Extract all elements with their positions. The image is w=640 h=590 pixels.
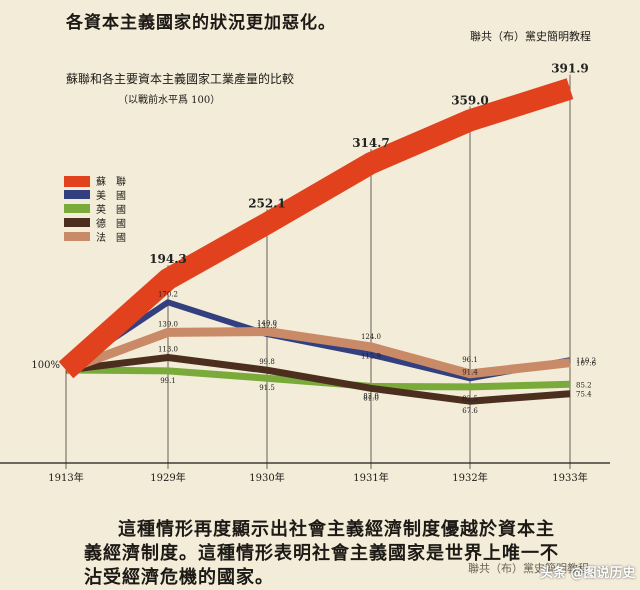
data-label: 359.0 [451,93,489,107]
caption-line-2: 義經濟制度。這種情形表明社會主義國家是世界上唯一不 [84,543,559,564]
data-label: 83.0 [363,392,379,400]
caption-line-3: 沾受經濟危機的國家。 [84,567,274,588]
x-tick-label: 1931年 [353,471,388,484]
legend-label: 德 國 [96,217,126,230]
chart-title: 蘇聯和各主要資本主義國家工業產量的比較 [66,72,295,86]
legend-swatch [64,190,90,199]
data-label: 124.0 [361,333,381,341]
x-tick-label: 1930年 [249,471,284,484]
legend-label: 法 國 [96,231,126,244]
footer-source: 聯共（布）黨史簡明教程 [468,562,589,575]
x-tick-label: 1929年 [150,471,185,484]
data-label: 91.5 [259,384,275,392]
legend-swatch [64,218,90,227]
caption-line-1: 這種情形再度顯示出社會主義經濟制度優越於資本主 [118,519,555,540]
data-label: 75.4 [576,391,592,399]
data-label: 252.1 [248,196,286,210]
data-label: 170.2 [158,290,178,298]
data-label: 110.2 [576,357,596,365]
x-tick-label: 1913年 [48,471,83,484]
start-label: 100% [31,360,60,371]
header-source: 聯共（布）黨史簡明教程 [470,30,591,43]
data-label: 140.0 [257,319,277,327]
data-label: 99.1 [160,377,176,385]
legend-swatch [64,232,90,241]
data-label: 82.5 [462,395,478,403]
data-label: 91.4 [462,368,478,376]
top-text: 各資本主義國家的狀況更加惡化。 [66,13,336,33]
data-label: 115.9 [361,353,381,361]
data-label: 96.1 [462,356,478,364]
caption: 這種情形再度顯示出社會主義經濟制度優越於資本主 義經濟制度。這種情形表明社會主義… [84,518,604,590]
watermark: 头条 @图说历史 [540,566,636,581]
data-label: 85.2 [576,381,592,389]
data-label: 391.9 [551,62,589,76]
x-tick-label: 1933年 [552,471,587,484]
legend-label: 蘇 聯 [96,175,126,188]
legend-swatch [64,176,90,187]
series-line [58,78,574,379]
data-label: 67.6 [462,407,478,415]
chart-subtitle: （以戰前水平爲 100） [118,95,221,106]
data-label: 99.8 [259,358,275,366]
data-label: 194.3 [149,252,187,266]
legend-label: 英 國 [96,203,126,216]
data-label: 113.0 [158,345,178,353]
data-label: 139.0 [158,320,178,328]
legend-label: 美 國 [96,189,126,202]
data-label: 314.7 [352,136,390,150]
series-line [64,327,571,379]
data-label: 81.0 [363,394,379,402]
x-tick-label: 1932年 [452,471,487,484]
series-line [65,354,571,405]
data-label: 107.6 [576,360,597,368]
legend-swatch [64,204,90,213]
data-label: 137.3 [257,322,277,330]
